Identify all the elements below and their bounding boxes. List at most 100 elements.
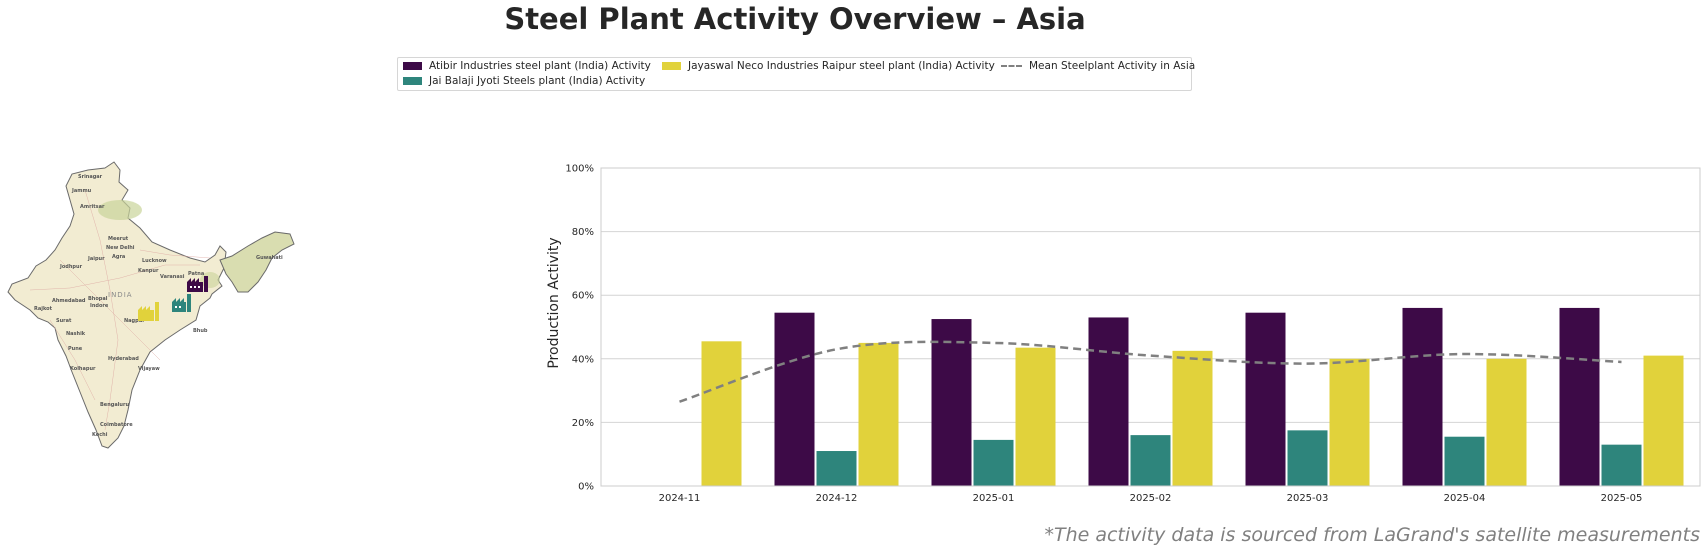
- bar: [973, 439, 1014, 486]
- legend-swatch-jayaswal: [662, 62, 681, 70]
- map-city-label: Agra: [112, 254, 125, 260]
- factory-icon-window: [175, 306, 177, 308]
- legend-item-atibir: Atibir Industries steel plant (India) Ac…: [403, 60, 651, 72]
- bar: [1172, 350, 1213, 486]
- legend-label-jai-balaji: Jai Balaji Jyoti Steels plant (India) Ac…: [429, 75, 646, 87]
- map-city-label: Vijayaw: [138, 366, 160, 372]
- y-tick-label: 0%: [578, 482, 594, 493]
- bar-chart: Production Activity 0% 20% 40% 60% 80% 100% 2…: [546, 164, 1701, 504]
- map-city-label: Kanpur: [138, 268, 159, 274]
- map-city-label: Amritsar: [80, 204, 105, 210]
- map-city-label: Srinagar: [78, 174, 103, 180]
- y-tick-labels: 0% 20% 40% 60% 80% 100%: [565, 164, 594, 493]
- road-lucknow-guwahati: [139, 249, 211, 259]
- bar: [816, 451, 857, 486]
- map-city-label: Nashik: [66, 331, 86, 337]
- factory-icon-window: [179, 306, 181, 308]
- bar: [1402, 307, 1443, 486]
- y-tick-label: 100%: [565, 164, 594, 175]
- factory-icon-roof: [187, 278, 199, 282]
- bar: [774, 312, 815, 486]
- map-city-label: Guwahati: [256, 255, 283, 261]
- legend-label-mean: Mean Steelplant Activity in Asia: [1029, 60, 1196, 72]
- bar: [1486, 358, 1527, 486]
- bar: [858, 342, 899, 486]
- bar: [1444, 436, 1485, 486]
- factory-icon: [138, 302, 159, 321]
- bar: [1287, 430, 1328, 486]
- map-city-label: New Delhi: [106, 245, 135, 251]
- legend: Atibir Industries steel plant (India) Ac…: [397, 57, 1195, 91]
- map-city-label: Bhub: [193, 328, 208, 334]
- x-tick-label: 2025-01: [973, 493, 1015, 504]
- map-city-label: Surat: [56, 318, 72, 324]
- india-outline: [7, 161, 227, 449]
- factory-icon-window: [194, 286, 196, 288]
- map-city-label: Varanasi: [160, 274, 185, 280]
- map-city-label: Hyderabad: [108, 356, 139, 362]
- legend-swatch-atibir: [403, 62, 422, 70]
- bar: [1015, 347, 1056, 486]
- map-city-label: Rajkot: [34, 306, 53, 312]
- y-tick-label: 40%: [572, 354, 594, 365]
- x-tick-label: 2025-05: [1601, 493, 1643, 504]
- road-north-south: [84, 189, 119, 431]
- legend-label-jayaswal: Jayaswal Neco Industries Raipur steel pl…: [688, 60, 995, 72]
- footnote: *The activity data is sourced from LaGra…: [1044, 524, 1700, 546]
- x-tick-label: 2025-03: [1287, 493, 1329, 504]
- legend-label-atibir: Atibir Industries steel plant (India) Ac…: [429, 60, 651, 72]
- factory-icon: [187, 276, 208, 292]
- bar: [1601, 444, 1642, 486]
- map-city-label: Nagpur: [124, 318, 145, 324]
- map-city-label: Kochi: [92, 432, 108, 438]
- factory-icon: [172, 294, 191, 312]
- factory-icon-window: [190, 286, 192, 288]
- legend-item-jayaswal: Jayaswal Neco Industries Raipur steel pl…: [662, 60, 995, 72]
- road-western-coast: [49, 319, 96, 401]
- chart-title: Steel Plant Activity Overview – Asia: [504, 2, 1086, 36]
- road-northwest-southeast: [59, 259, 161, 361]
- x-tick-label: 2024-12: [816, 493, 858, 504]
- y-tick-label: 60%: [572, 291, 594, 302]
- x-tick-label: 2025-04: [1444, 493, 1486, 504]
- legend-swatch-jai-balaji: [403, 77, 422, 85]
- road-network: [29, 189, 211, 431]
- map-city-label: Coimbatore: [100, 422, 133, 428]
- map-city-label: Indore: [90, 303, 109, 309]
- factory-icon-window: [198, 286, 200, 288]
- y-tick-label: 20%: [572, 418, 594, 429]
- map-city-label: Bhopal: [88, 296, 108, 302]
- map-city-label: Meerut: [108, 236, 129, 242]
- x-tick-label: 2024-11: [659, 493, 701, 504]
- map-city-label: Patna: [188, 271, 204, 277]
- map-city-label: Jodhpur: [59, 264, 83, 270]
- india-map: Srinagar Jammu Amritsar Meerut New Delhi…: [7, 161, 295, 449]
- factory-icon-body: [138, 310, 154, 321]
- factory-icon-roof: [138, 306, 150, 310]
- legend-item-mean: Mean Steelplant Activity in Asia: [1001, 60, 1195, 72]
- plot-frame: [600, 167, 1701, 487]
- road-west-east: [29, 264, 200, 291]
- bar: [1245, 312, 1286, 486]
- bar: [931, 319, 972, 486]
- map-city-label: Bengaluru: [100, 402, 129, 408]
- factory-icon-chimney: [155, 302, 159, 321]
- bar: [1088, 317, 1129, 486]
- map-city-label: Ahmedabad: [52, 298, 86, 304]
- mean-activity-line: [679, 340, 1622, 403]
- y-tick-label: 80%: [572, 227, 594, 238]
- bar: [1559, 307, 1600, 486]
- x-tick-labels: 2024-11 2024-12 2025-01 2025-02 2025-03 2025-…: [659, 493, 1643, 504]
- y-axis-label: Production Activity: [546, 237, 562, 368]
- x-tick-label: 2025-02: [1130, 493, 1172, 504]
- factory-icon-roof: [172, 298, 184, 302]
- northeast-outline: [219, 231, 295, 293]
- map-city-label: Jaipur: [87, 256, 105, 262]
- legend-line-mean: [1001, 65, 1022, 67]
- bar: [701, 341, 742, 486]
- bars: [701, 307, 1684, 486]
- factory-icon-chimney: [204, 276, 208, 292]
- legend-item-jai-balaji: Jai Balaji Jyoti Steels plant (India) Ac…: [403, 75, 645, 87]
- bar: [1643, 355, 1684, 486]
- terrain-green-north: [98, 200, 142, 220]
